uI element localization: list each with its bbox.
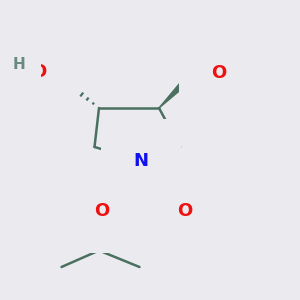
- Text: O: O: [177, 202, 192, 220]
- Text: O: O: [32, 63, 46, 81]
- Text: O: O: [94, 202, 110, 220]
- Text: H: H: [13, 57, 26, 72]
- Text: O: O: [212, 64, 226, 82]
- Polygon shape: [159, 74, 193, 108]
- Text: N: N: [134, 152, 148, 169]
